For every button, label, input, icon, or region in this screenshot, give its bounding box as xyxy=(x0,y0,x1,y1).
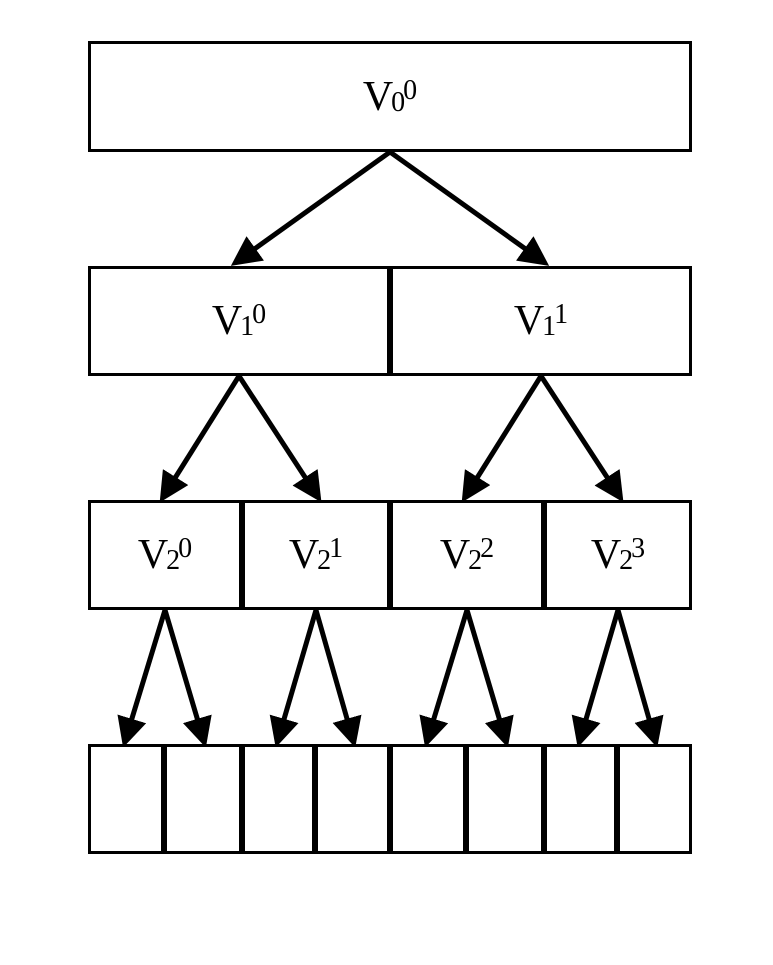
label-superscript: 1 xyxy=(329,533,343,565)
tree-node-v00: V00 xyxy=(88,41,692,152)
tree-edge xyxy=(541,376,618,494)
tree-node-v10: V10 xyxy=(88,266,390,376)
label-base: V xyxy=(440,531,470,579)
tree-node-leaf2 xyxy=(242,744,315,854)
label-base: V xyxy=(514,297,544,345)
label-superscript: 0 xyxy=(403,75,417,107)
tree-edge xyxy=(428,610,467,738)
tree-node-leaf7 xyxy=(617,744,692,854)
tree-node-v21: V21 xyxy=(242,500,390,610)
node-label: V00 xyxy=(363,73,417,121)
tree-edge xyxy=(239,152,390,260)
tree-node-leaf5 xyxy=(466,744,544,854)
node-label: V11 xyxy=(514,297,568,345)
label-superscript: 1 xyxy=(554,299,568,331)
tree-edge xyxy=(165,610,203,738)
node-label: V22 xyxy=(440,531,494,579)
node-label: V10 xyxy=(212,297,266,345)
label-base: V xyxy=(591,531,621,579)
tree-edge xyxy=(316,610,353,738)
label-base: V xyxy=(289,531,319,579)
label-superscript: 2 xyxy=(480,533,494,565)
tree-node-v23: V23 xyxy=(544,500,692,610)
tree-node-v11: V11 xyxy=(390,266,692,376)
tree-edge xyxy=(467,610,505,738)
tree-node-v22: V22 xyxy=(390,500,544,610)
tree-edge xyxy=(581,610,619,738)
tree-edge xyxy=(467,376,541,494)
tree-node-leaf4 xyxy=(390,744,466,854)
tree-edge xyxy=(390,152,541,260)
tree-node-leaf0 xyxy=(88,744,164,854)
tree-edge xyxy=(165,376,239,494)
tree-diagram: V00V10V11V20V21V22V23 xyxy=(0,0,773,965)
tree-node-v20: V20 xyxy=(88,500,242,610)
label-superscript: 0 xyxy=(178,533,192,565)
tree-node-leaf3 xyxy=(315,744,390,854)
node-label: V21 xyxy=(289,531,343,579)
label-base: V xyxy=(212,297,242,345)
label-base: V xyxy=(363,73,393,121)
tree-node-leaf6 xyxy=(544,744,617,854)
label-base: V xyxy=(138,531,168,579)
node-label: V20 xyxy=(138,531,192,579)
tree-edge xyxy=(618,610,655,738)
tree-edge xyxy=(239,376,316,494)
label-superscript: 0 xyxy=(252,299,266,331)
node-label: V23 xyxy=(591,531,645,579)
tree-edge xyxy=(126,610,165,738)
tree-node-leaf1 xyxy=(164,744,242,854)
tree-edge xyxy=(279,610,317,738)
label-superscript: 3 xyxy=(631,533,645,565)
